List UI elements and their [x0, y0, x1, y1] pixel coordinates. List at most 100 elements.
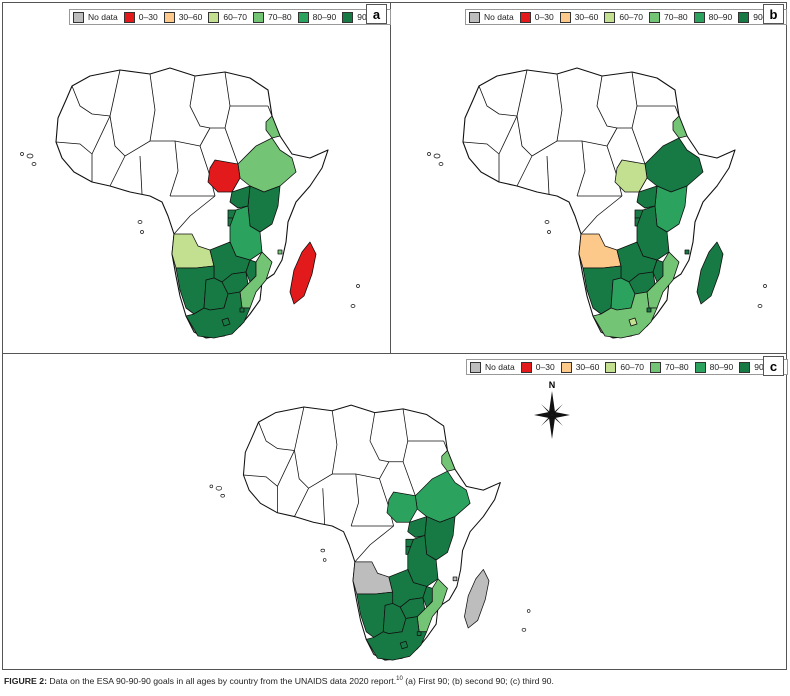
legend-swatch: [297, 11, 309, 23]
compass-rose-icon: [534, 391, 570, 439]
legend-item: No data: [469, 11, 514, 23]
country-border: [139, 155, 143, 195]
island: [350, 304, 356, 308]
legend-item: 30–60: [163, 11, 203, 23]
country-border: [169, 140, 179, 197]
country-south-sudan: [614, 159, 648, 193]
island: [320, 548, 325, 553]
country-border: [443, 440, 448, 451]
legend-item: 60–70: [208, 11, 247, 23]
legend-label: 60–70: [223, 12, 247, 22]
island: [544, 220, 550, 224]
country-border: [294, 450, 309, 489]
legend-label: 70–80: [663, 12, 688, 22]
legend-swatch: [693, 11, 705, 23]
legend-swatch: [470, 361, 481, 373]
legend-label: 60–70: [619, 12, 643, 22]
country-comoros: [452, 576, 458, 582]
country-border: [224, 127, 239, 165]
country-border: [331, 410, 338, 475]
island: [757, 304, 763, 308]
country-border: [402, 461, 416, 496]
country-border: [91, 115, 111, 155]
country-border: [580, 195, 623, 235]
panel-letter-a: a: [366, 4, 387, 24]
island: [427, 152, 431, 156]
country-ethiopia: [237, 137, 297, 193]
country-border: [631, 127, 646, 165]
island: [526, 609, 531, 613]
country-border: [109, 115, 126, 157]
country-south-sudan: [386, 491, 418, 523]
legend-swatch: [252, 11, 264, 23]
legend-swatch: [208, 11, 220, 23]
country-tanzania: [229, 205, 263, 261]
legend-item: 70–80: [648, 11, 688, 23]
caption-prefix: FIGURE 2:: [4, 676, 47, 686]
country-border: [596, 75, 618, 129]
country-south-africa: [365, 616, 428, 661]
legend-item: 0–30: [519, 11, 554, 23]
figure-caption: FIGURE 2: Data on the ESA 90-90-90 goals…: [4, 676, 784, 686]
africa-map-b: [427, 67, 767, 339]
country-border: [71, 85, 111, 117]
country-border: [322, 488, 326, 525]
legend-label: 0–30: [535, 362, 555, 372]
legend-swatch: [605, 361, 617, 373]
country-border: [674, 105, 680, 117]
country-south-africa: [592, 291, 658, 339]
legend-item: No data: [470, 361, 515, 373]
country-border: [379, 461, 390, 479]
legend-swatch: [342, 11, 354, 23]
island: [356, 284, 360, 288]
island: [547, 230, 551, 234]
island: [20, 152, 24, 156]
island: [521, 628, 527, 632]
country-lesotho: [221, 317, 231, 327]
legend-label: 60–70: [620, 362, 644, 372]
country-south-africa: [185, 291, 251, 339]
country-border: [294, 488, 309, 517]
country-uganda: [636, 185, 658, 209]
legend-item: 0–30: [123, 11, 158, 23]
legend-swatch: [738, 11, 750, 23]
legend-label: 70–80: [664, 362, 689, 372]
legend-label: 30–60: [574, 12, 599, 22]
country-border: [354, 525, 394, 563]
country-border: [55, 141, 93, 155]
country-border: [516, 115, 533, 157]
country-lesotho: [399, 640, 409, 650]
country-uganda: [229, 185, 251, 209]
island: [26, 153, 34, 159]
country-border: [576, 140, 586, 197]
island: [31, 162, 37, 166]
legend-swatch: [469, 11, 480, 23]
country-tanzania: [636, 205, 670, 261]
country-border: [498, 115, 518, 155]
country-border: [462, 141, 500, 155]
legend-label: No data: [88, 12, 118, 22]
country-lesotho: [628, 317, 638, 327]
caption-suffix: (a) First 90; (b) second 90; (c) third 9…: [402, 676, 554, 686]
legend-swatch: [560, 361, 572, 373]
island: [220, 494, 225, 498]
africa-map-c: [209, 404, 531, 661]
legend-item: 30–60: [560, 361, 599, 373]
country-border: [546, 155, 550, 195]
legend-label: 80–90: [709, 362, 734, 372]
island: [215, 486, 223, 491]
country-border: [478, 85, 518, 117]
country-eritrea: [672, 115, 688, 139]
legend-item: 60–70: [604, 11, 643, 23]
panel-letter-b: b: [763, 4, 784, 24]
legend-item: 0–30: [520, 361, 555, 373]
legend-label: 30–60: [178, 12, 203, 22]
country-border: [516, 69, 528, 117]
legend-swatch: [123, 11, 135, 23]
legend-swatch: [694, 361, 706, 373]
north-label: N: [549, 380, 556, 390]
north-arrow: N: [534, 380, 570, 439]
country-border: [277, 450, 295, 487]
